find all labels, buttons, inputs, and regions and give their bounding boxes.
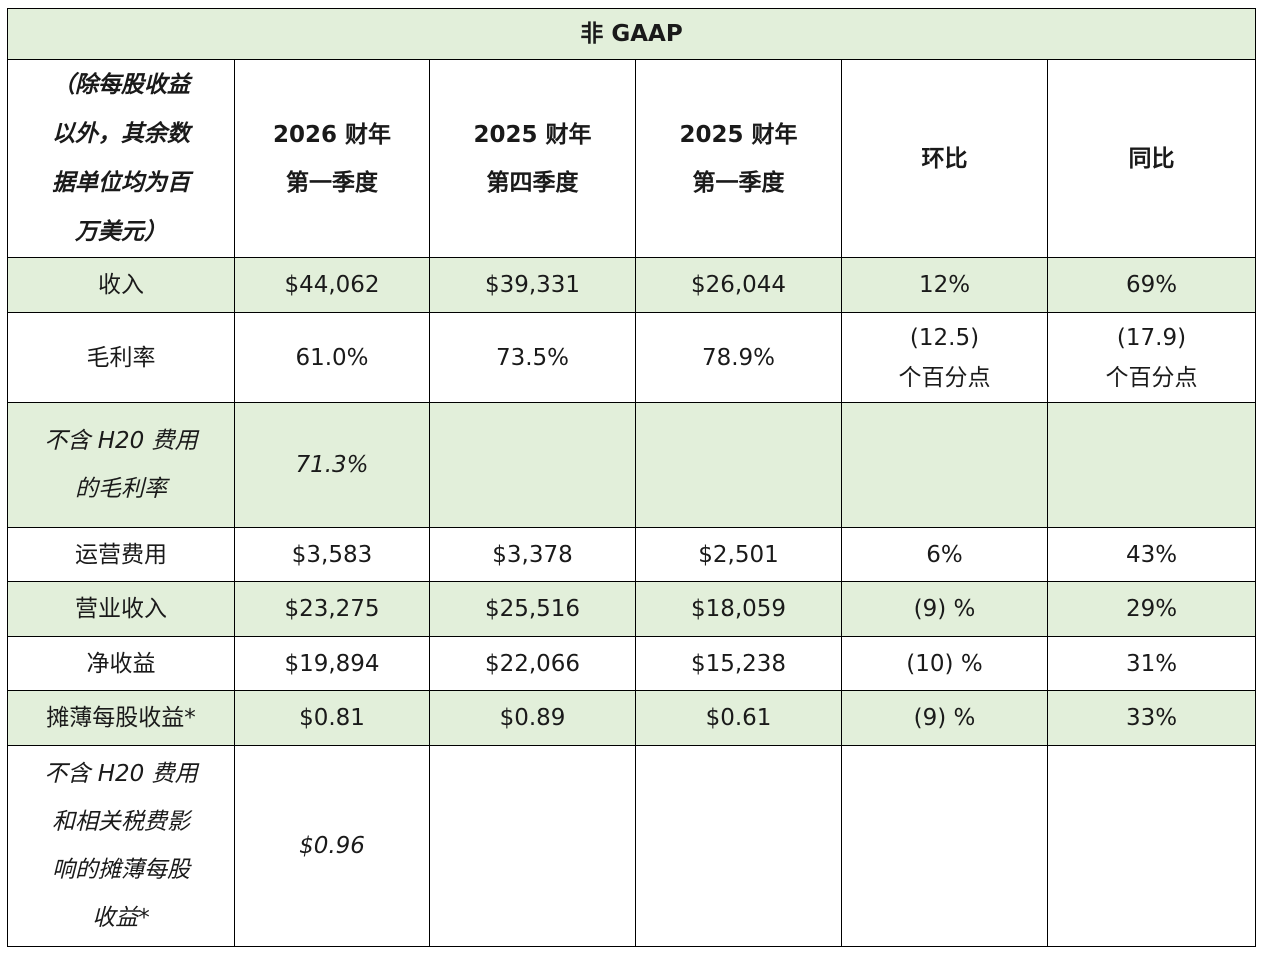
table-row-diluted-eps: 摊薄每股收益* $0.81 $0.89 $0.61 (9) % 33% — [7, 690, 1257, 746]
cell-q1-fy2026: $0.81 — [234, 690, 430, 746]
cell-yoy: 33% — [1046, 690, 1257, 746]
cell-q4-fy2025 — [429, 402, 636, 528]
header-qoq: 环比 — [841, 59, 1048, 258]
cell-q1-fy2026: $19,894 — [234, 636, 430, 691]
cell-q4-fy2025: $3,378 — [429, 527, 636, 582]
table-row-diluted-eps-ex-h20: 不含 H20 费用 和相关税费影 响的摊薄每股 收益* $0.96 — [7, 745, 1257, 947]
table-row-opex: 运营费用 $3,583 $3,378 $2,501 6% 43% — [7, 527, 1257, 582]
cell-q1-fy2025: $0.61 — [635, 690, 842, 746]
cell-q1-fy2025 — [635, 745, 842, 947]
cell-q1-fy2026: $44,062 — [234, 257, 430, 313]
cell-q4-fy2025: $0.89 — [429, 690, 636, 746]
row-label: 营业收入 — [7, 581, 235, 637]
table-row-operating-income: 营业收入 $23,275 $25,516 $18,059 (9) % 29% — [7, 581, 1257, 637]
cell-qoq: (12.5) 个百分点 — [841, 312, 1048, 403]
row-label: 不含 H20 费用 的毛利率 — [7, 402, 235, 528]
header-q1-fy2026: 2026 财年 第一季度 — [234, 59, 430, 258]
cell-yoy: 43% — [1046, 527, 1257, 582]
cell-yoy: 29% — [1046, 581, 1257, 637]
row-label: 摊薄每股收益* — [7, 690, 235, 746]
cell-qoq — [841, 402, 1048, 528]
cell-q1-fy2025: 78.9% — [635, 312, 842, 403]
cell-q1-fy2025: $18,059 — [635, 581, 842, 637]
header-q1-fy2025: 2025 财年 第一季度 — [635, 59, 842, 258]
header-q4-fy2025: 2025 财年 第四季度 — [429, 59, 636, 258]
cell-q1-fy2025: $26,044 — [635, 257, 842, 313]
cell-q4-fy2025: $22,066 — [429, 636, 636, 691]
table-row-revenue: 收入 $44,062 $39,331 $26,044 12% 69% — [7, 257, 1257, 313]
cell-qoq: (10) % — [841, 636, 1048, 691]
cell-q1-fy2025: $2,501 — [635, 527, 842, 582]
cell-yoy: 69% — [1046, 257, 1257, 313]
row-label: 收入 — [7, 257, 235, 313]
cell-qoq — [841, 745, 1048, 947]
non-gaap-table: 非 GAAP （除每股收益 以外，其余数 据单位均为百 万美元） 2026 财年… — [6, 8, 1257, 947]
row-label: 不含 H20 费用 和相关税费影 响的摊薄每股 收益* — [7, 745, 235, 947]
cell-yoy: 31% — [1046, 636, 1257, 691]
cell-q4-fy2025: 73.5% — [429, 312, 636, 403]
table-row-net-income: 净收益 $19,894 $22,066 $15,238 (10) % 31% — [7, 636, 1257, 691]
row-label: 运营费用 — [7, 527, 235, 582]
cell-yoy: (17.9) 个百分点 — [1046, 312, 1257, 403]
cell-q1-fy2026: $3,583 — [234, 527, 430, 582]
cell-q4-fy2025: $25,516 — [429, 581, 636, 637]
cell-q1-fy2025: $15,238 — [635, 636, 842, 691]
row-label: 净收益 — [7, 636, 235, 691]
cell-q1-fy2025 — [635, 402, 842, 528]
cell-qoq: (9) % — [841, 690, 1048, 746]
table-row-gross-margin-ex-h20: 不含 H20 费用 的毛利率 71.3% — [7, 402, 1257, 528]
row-label: 毛利率 — [7, 312, 235, 403]
cell-q1-fy2026: $23,275 — [234, 581, 430, 637]
table-row-gross-margin: 毛利率 61.0% 73.5% 78.9% (12.5) 个百分点 (17.9)… — [7, 312, 1257, 403]
header-unit-note: （除每股收益 以外，其余数 据单位均为百 万美元） — [7, 59, 235, 258]
cell-qoq: 6% — [841, 527, 1048, 582]
header-yoy: 同比 — [1046, 59, 1257, 258]
cell-qoq: 12% — [841, 257, 1048, 313]
cell-q1-fy2026: 61.0% — [234, 312, 430, 403]
cell-q1-fy2026: $0.96 — [234, 745, 430, 947]
cell-yoy — [1046, 745, 1257, 947]
cell-q1-fy2026: 71.3% — [234, 402, 430, 528]
table-title: 非 GAAP — [6, 8, 1257, 60]
cell-qoq: (9) % — [841, 581, 1048, 637]
cell-yoy — [1046, 402, 1257, 528]
cell-q4-fy2025: $39,331 — [429, 257, 636, 313]
cell-q4-fy2025 — [429, 745, 636, 947]
